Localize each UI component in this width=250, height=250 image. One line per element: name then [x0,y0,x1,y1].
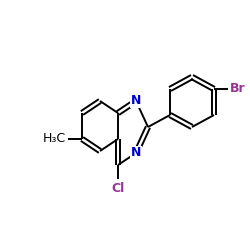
Text: H₃C: H₃C [43,132,66,145]
Text: Br: Br [230,82,246,96]
Text: N: N [131,94,141,108]
Text: Cl: Cl [112,182,124,194]
Text: N: N [131,146,141,160]
